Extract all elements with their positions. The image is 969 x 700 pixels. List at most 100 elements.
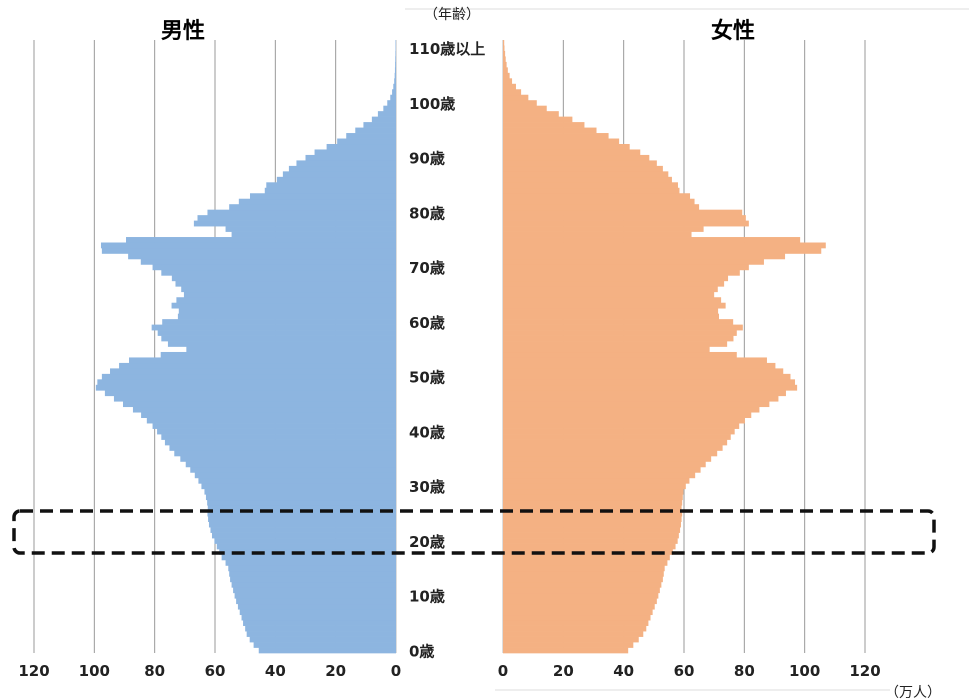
female-bar (503, 373, 791, 380)
age-label: 10歳 (409, 588, 445, 606)
female-x-tick-label: 0 (498, 662, 508, 680)
female-bar (503, 220, 749, 227)
female-bar (503, 165, 663, 172)
female-bar (503, 154, 650, 161)
female-bar (503, 614, 651, 621)
male-bar (174, 450, 396, 457)
age-label: 60歳 (409, 314, 445, 332)
female-bar (503, 521, 681, 528)
male-bar (346, 133, 396, 139)
age-unit-label: （年齢） (424, 7, 480, 23)
female-bar (503, 127, 597, 134)
female-bar (503, 642, 634, 648)
female-bar (503, 592, 659, 599)
male-bar (392, 89, 396, 96)
male-bar (237, 603, 396, 610)
female-bar (503, 450, 718, 457)
male-bar (249, 636, 396, 643)
male-bar (157, 330, 396, 336)
female-bar (503, 45, 505, 52)
male-bar (282, 171, 396, 178)
female-bar (503, 313, 719, 320)
female-bar (503, 302, 726, 309)
male-x-tick-label: 20 (325, 662, 346, 680)
male-bar (207, 499, 396, 506)
female-bar (503, 631, 644, 637)
male-bar (246, 631, 396, 637)
male-bar (204, 488, 396, 495)
male-bar (314, 149, 396, 156)
male-bar (208, 521, 396, 528)
female-bar (503, 620, 649, 626)
male-x-tick-label: 60 (205, 662, 226, 680)
age-label: 0歳 (409, 642, 434, 660)
male-x-tick-label: 80 (144, 662, 165, 680)
male-bar (219, 549, 396, 555)
bars (95, 40, 826, 654)
male-bar (387, 100, 396, 107)
female-bar (503, 335, 734, 342)
female-bar (503, 56, 506, 63)
female-bar (503, 50, 506, 57)
female-bar (503, 193, 691, 200)
male-bar (383, 105, 396, 112)
male-bar (211, 532, 396, 539)
male-bar (171, 302, 396, 309)
male-bar (241, 614, 396, 621)
male-bar (146, 417, 396, 424)
female-bar (503, 538, 678, 544)
age-label: 80歳 (409, 204, 445, 222)
male-bar (178, 308, 396, 315)
female-bar (503, 483, 686, 490)
female-bar (503, 477, 690, 484)
female-x-tick-label: 60 (674, 662, 695, 680)
male-bar (185, 461, 396, 468)
female-bar (503, 100, 537, 107)
male-bar (395, 56, 396, 63)
female-bar (503, 543, 676, 550)
female-bar (503, 149, 641, 156)
female-bar (503, 401, 770, 408)
female-bar (503, 587, 660, 594)
female-bar (503, 379, 796, 386)
male-bar (190, 466, 396, 473)
female-x-tick-label: 120 (849, 662, 880, 680)
male-bar (194, 472, 396, 479)
male-bar (175, 280, 396, 287)
male-bar (363, 122, 396, 128)
male-bar (161, 269, 396, 276)
age-label: 110歳以上 (409, 40, 485, 58)
male-bar (197, 215, 396, 221)
female-bar (503, 324, 743, 331)
male-bar (296, 160, 396, 167)
female-bar (503, 527, 681, 533)
female-bar (503, 357, 767, 364)
male-bar (276, 176, 396, 183)
male-bar (101, 247, 396, 254)
male-title: 男性 (161, 19, 205, 44)
female-bar (503, 264, 749, 271)
female-bar (503, 488, 684, 495)
male-bar (394, 67, 396, 74)
age-label: 90歳 (409, 150, 445, 168)
female-bar (503, 187, 680, 194)
male-bar (231, 231, 396, 238)
male-bar (229, 204, 396, 211)
male-bar (207, 505, 396, 512)
age-label: 30歳 (409, 478, 445, 496)
male-bar (394, 72, 396, 79)
male-bar (371, 116, 396, 123)
male-bar (236, 598, 396, 605)
female-bar (503, 242, 826, 249)
female-bar (503, 341, 728, 347)
female-bar (503, 280, 725, 287)
female-bar (503, 554, 670, 561)
male-bar (177, 313, 396, 320)
female-bar (503, 231, 692, 238)
male-bar (157, 428, 396, 435)
female-bar (503, 636, 639, 643)
female-bar (503, 176, 672, 183)
female-bar (503, 434, 731, 440)
male-bar (229, 570, 396, 577)
